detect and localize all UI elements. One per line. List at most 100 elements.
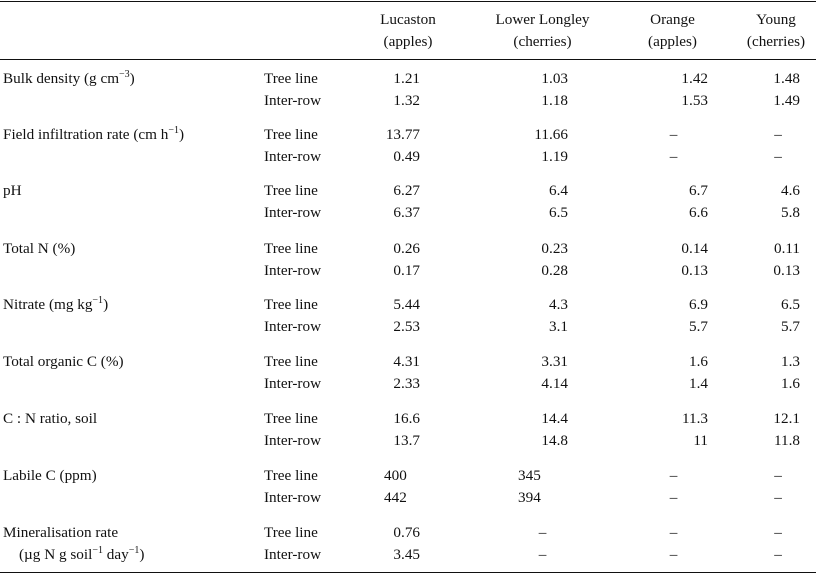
table-cell: 1.6 (781, 375, 800, 392)
position-label: Tree line (264, 467, 318, 484)
table-cell: 0.26 (393, 240, 420, 257)
table-cell: – (774, 489, 782, 506)
position-label: Inter-row (264, 204, 322, 221)
table-cell: 6.5 (549, 204, 568, 221)
col-header-sub: (apples) (648, 33, 697, 50)
col-header-name: Orange (650, 11, 695, 28)
table-cell: 1.3 (781, 353, 800, 370)
position-label: Tree line (264, 70, 318, 87)
table-cell: 345 (518, 467, 541, 484)
row-label: Field infiltration rate (cm h−1) (3, 125, 185, 144)
table-cell: 5.44 (393, 296, 420, 313)
table-cell: 14.4 (541, 410, 568, 427)
table-cell: 3.45 (393, 546, 420, 563)
position-label: Tree line (264, 353, 318, 370)
col-header-name: Lower Longley (495, 11, 590, 28)
table-cell: 394 (518, 489, 541, 506)
table-cell: – (774, 467, 782, 484)
table-cell: 11.3 (681, 410, 708, 427)
header-rule (0, 59, 816, 60)
table-cell: 0.17 (393, 262, 420, 279)
position-label: Inter-row (264, 546, 322, 563)
table-cell: 6.5 (781, 296, 800, 313)
table-cell: – (538, 524, 547, 541)
table-cell: 6.27 (393, 182, 420, 199)
row-label: Mineralisation rate (3, 524, 119, 541)
position-label: Inter-row (264, 375, 322, 392)
table-cell: 6.6 (689, 204, 708, 221)
table-cell: 1.49 (773, 92, 800, 109)
table-cell: 0.13 (681, 262, 708, 279)
table-cell: 11.66 (534, 126, 568, 143)
row-label: Bulk density (g cm−3) (3, 69, 135, 88)
table-cell: 2.33 (393, 375, 420, 392)
position-label: Tree line (264, 410, 318, 427)
col-header-sub: (cherries) (513, 33, 572, 50)
table-cell: 1.53 (681, 92, 708, 109)
table-cell: 14.8 (541, 432, 568, 449)
table-cell: 0.23 (541, 240, 568, 257)
table-cell: 3.31 (541, 353, 568, 370)
table-cell: 0.49 (393, 148, 420, 165)
row-label-units: (µg N g soil−1 day−1) (19, 545, 145, 564)
table-cell: 6.37 (393, 204, 420, 221)
table-cell: 1.03 (541, 70, 568, 87)
bottom-rule (0, 572, 816, 573)
table-cell: 0.13 (773, 262, 800, 279)
col-header-name: Young (756, 11, 796, 28)
position-label: Inter-row (264, 92, 322, 109)
table-cell: 3.1 (549, 318, 568, 335)
table-cell: – (669, 467, 678, 484)
table-cell: 0.14 (681, 240, 708, 257)
row-label: Labile C (ppm) (3, 467, 97, 484)
table-cell: 4.3 (549, 296, 568, 313)
col-header-sub: (apples) (383, 33, 433, 50)
table-cell: 6.7 (689, 182, 708, 199)
row-label: Total organic C (%) (3, 353, 124, 370)
top-rule (0, 1, 816, 2)
table-cell: – (669, 126, 678, 143)
position-label: Tree line (264, 524, 318, 541)
table-cell: 0.76 (393, 524, 420, 541)
table-cell: 11.8 (773, 432, 800, 449)
table-cell: 400 (384, 467, 407, 484)
position-label: Inter-row (264, 318, 322, 335)
table-cell: – (538, 546, 547, 563)
table-cell: 16.6 (393, 410, 420, 427)
position-label: Tree line (264, 240, 318, 257)
table-cell: 6.4 (549, 182, 568, 199)
table-cell: 1.32 (393, 92, 420, 109)
row-label: C : N ratio, soil (3, 410, 98, 427)
position-label: Tree line (264, 182, 318, 199)
table-cell: 4.31 (393, 353, 420, 370)
table-cell: 2.53 (393, 318, 420, 335)
position-label: Inter-row (264, 262, 322, 279)
table-cell: – (669, 148, 678, 165)
table-cell: 1.4 (689, 375, 708, 392)
position-label: Tree line (264, 126, 318, 143)
table-cell: 13.77 (385, 126, 420, 143)
position-label: Inter-row (264, 489, 322, 506)
row-label: pH (3, 182, 22, 199)
table-cell: – (774, 148, 782, 165)
table-cell: 5.8 (781, 204, 800, 221)
table-cell: 4.6 (781, 182, 800, 199)
col-header-sub: (cherries) (746, 33, 806, 50)
table-cell: 13.7 (393, 432, 420, 449)
table-cell: 1.42 (681, 70, 708, 87)
row-label: Nitrate (mg kg−1) (3, 295, 109, 314)
table-cell: 1.48 (773, 70, 800, 87)
table-cell: 1.19 (541, 148, 568, 165)
table-cell: – (774, 524, 782, 541)
table-cell: 442 (384, 489, 407, 506)
position-label: Inter-row (264, 432, 322, 449)
table-cell: – (774, 546, 782, 563)
table-cell: – (669, 489, 678, 506)
table-cell: 1.18 (541, 92, 568, 109)
table-cell: 11 (693, 432, 708, 449)
table-cell: – (669, 546, 678, 563)
position-label: Inter-row (264, 148, 322, 165)
row-label: Total N (%) (3, 240, 76, 257)
table-cell: – (774, 126, 782, 143)
table-cell: 0.11 (773, 240, 800, 257)
